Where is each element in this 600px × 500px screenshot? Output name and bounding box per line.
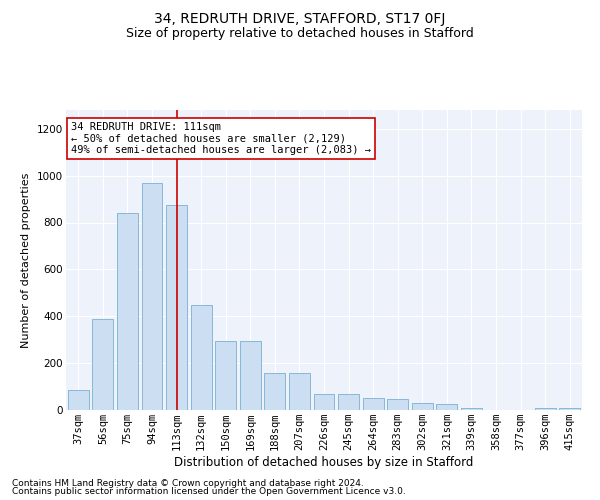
Text: Size of property relative to detached houses in Stafford: Size of property relative to detached ho…: [126, 28, 474, 40]
Text: Contains public sector information licensed under the Open Government Licence v3: Contains public sector information licen…: [12, 487, 406, 496]
Bar: [387, 400, 408, 410]
Y-axis label: Number of detached properties: Number of detached properties: [22, 172, 31, 348]
Bar: [191, 304, 212, 410]
Text: Contains HM Land Registry data © Crown copyright and database right 2024.: Contains HM Land Registry data © Crown c…: [12, 478, 364, 488]
X-axis label: Distribution of detached houses by size in Stafford: Distribution of detached houses by size …: [175, 456, 473, 469]
Bar: [314, 394, 334, 410]
Text: 34 REDRUTH DRIVE: 111sqm
← 50% of detached houses are smaller (2,129)
49% of sem: 34 REDRUTH DRIVE: 111sqm ← 50% of detach…: [71, 122, 371, 155]
Bar: [68, 390, 89, 410]
Bar: [166, 205, 187, 410]
Bar: [215, 341, 236, 410]
Bar: [461, 408, 482, 410]
Bar: [92, 318, 113, 410]
Bar: [338, 394, 359, 410]
Bar: [362, 398, 383, 410]
Bar: [142, 182, 163, 410]
Text: 34, REDRUTH DRIVE, STAFFORD, ST17 0FJ: 34, REDRUTH DRIVE, STAFFORD, ST17 0FJ: [154, 12, 446, 26]
Bar: [559, 408, 580, 410]
Bar: [436, 404, 457, 410]
Bar: [265, 372, 286, 410]
Bar: [289, 372, 310, 410]
Bar: [412, 403, 433, 410]
Bar: [117, 213, 138, 410]
Bar: [240, 341, 261, 410]
Bar: [535, 408, 556, 410]
